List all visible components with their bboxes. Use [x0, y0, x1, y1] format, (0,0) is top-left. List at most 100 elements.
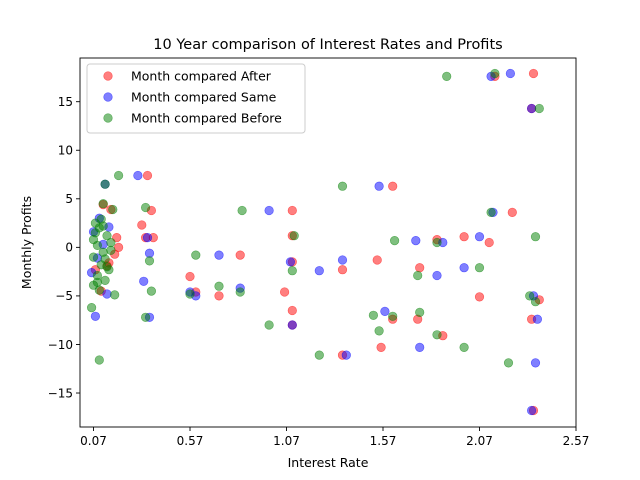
data-point [185, 271, 195, 282]
y-tick-label: −10 [48, 338, 73, 352]
data-point [534, 103, 544, 114]
data-point [526, 405, 537, 416]
data-point [415, 307, 425, 318]
x-axis-ticks: 0.07 0.57 1.07 1.57 2.07 2.57 [80, 427, 589, 448]
data-point [144, 256, 155, 266]
legend-label: Month compared After [131, 68, 272, 83]
data-point [368, 310, 379, 320]
data-point [142, 233, 153, 243]
data-point [287, 320, 297, 330]
x-axis-label: Interest Rate [288, 455, 369, 470]
data-point [264, 320, 274, 330]
data-point [100, 275, 110, 286]
data-point [413, 270, 423, 281]
data-point [113, 170, 124, 181]
data-point [526, 103, 537, 114]
y-axis-label: Monthly Profits [19, 196, 34, 289]
x-tick-label: 1.57 [370, 434, 397, 448]
data-point [102, 262, 112, 272]
data-point [505, 68, 516, 79]
y-axis-ticks: −15 −10 −5 0 5 10 15 [48, 95, 80, 400]
plot-frame [79, 57, 577, 428]
data-point [490, 68, 500, 79]
data-point [442, 71, 452, 81]
x-tick-label: 2.57 [563, 434, 590, 448]
y-tick-label: 5 [65, 192, 73, 206]
data-point [530, 358, 541, 368]
data-point [415, 342, 425, 353]
data-point [532, 314, 543, 324]
data-point [110, 290, 120, 300]
data-point [486, 207, 496, 217]
data-point [88, 235, 99, 245]
data-point [459, 263, 469, 273]
data-point [139, 276, 149, 286]
data-point [102, 231, 112, 241]
y-tick-label: −5 [55, 289, 73, 303]
data-point [146, 286, 156, 296]
data-point [337, 265, 348, 275]
legend-label: Month compared Before [131, 110, 282, 125]
data-point [372, 255, 382, 265]
data-point [474, 263, 485, 273]
data-point [388, 181, 398, 191]
data-point [106, 237, 116, 248]
data-point [415, 263, 425, 273]
data-point [214, 291, 224, 301]
data-point [337, 181, 348, 191]
x-tick-label: 1.07 [273, 434, 300, 448]
data-point [314, 350, 324, 360]
data-point [287, 205, 297, 216]
data-point [528, 68, 539, 79]
y-tick-label: −15 [48, 386, 73, 400]
data-point [108, 204, 118, 215]
data-point [287, 305, 297, 316]
data-point [484, 237, 494, 248]
data-point [337, 255, 348, 265]
data-point [380, 306, 390, 317]
data-point [133, 170, 143, 181]
data-point [285, 257, 296, 267]
data-point [214, 250, 224, 260]
legend-marker [103, 113, 113, 123]
data-point [507, 207, 517, 217]
data-point [90, 311, 100, 321]
data-point [144, 248, 155, 258]
x-tick-label: 0.07 [80, 434, 107, 448]
data-point [98, 199, 108, 209]
y-tick-label: 10 [58, 144, 73, 158]
data-point [314, 266, 324, 276]
data-point [264, 205, 274, 216]
data-point [432, 237, 442, 248]
data-point [88, 252, 99, 262]
data-point [98, 221, 108, 231]
legend-marker [103, 71, 113, 81]
data-point [106, 245, 116, 255]
data-point [459, 342, 469, 353]
data-point [432, 330, 442, 340]
legend-box [86, 63, 306, 134]
data-point [92, 277, 102, 287]
plot-area: 0.07 0.57 1.07 1.57 2.07 2.57 −15 −10 −5 0 5 10 15 [48, 57, 589, 448]
data-point [191, 250, 201, 260]
chart-title: 10 Year comparison of Interest Rates and… [153, 37, 502, 53]
x-tick-label: 2.07 [466, 434, 493, 448]
legend-label: Month compared Same [131, 89, 277, 104]
data-point [86, 303, 97, 313]
data-point [142, 170, 153, 181]
data-point [287, 266, 297, 276]
data-point [341, 350, 351, 360]
data-point [376, 342, 386, 353]
data-point [100, 254, 110, 264]
data-point [235, 287, 245, 297]
data-point [503, 358, 514, 368]
data-point [474, 292, 485, 302]
data-point [374, 181, 384, 191]
data-point [100, 179, 110, 189]
data-point [530, 297, 541, 307]
data-point [525, 291, 535, 301]
data-point [185, 289, 195, 299]
data-point [411, 236, 421, 246]
data-point [388, 311, 398, 321]
data-point [432, 270, 442, 281]
